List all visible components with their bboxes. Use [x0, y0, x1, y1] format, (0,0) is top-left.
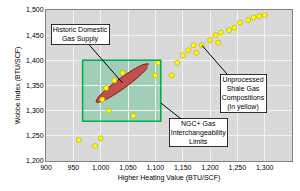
- svg-text:950: 950: [67, 164, 79, 171]
- svg-text:1,100: 1,100: [147, 164, 165, 171]
- svg-text:1,350: 1,350: [26, 82, 44, 89]
- svg-text:1,300: 1,300: [26, 107, 44, 114]
- svg-text:1,400: 1,400: [26, 57, 44, 64]
- svg-text:Wobbe Index (BTU/SCF): Wobbe Index (BTU/SCF): [14, 47, 22, 125]
- svg-text:1,050: 1,050: [119, 164, 137, 171]
- svg-text:1,150: 1,150: [174, 164, 192, 171]
- svg-text:1,200: 1,200: [26, 157, 44, 164]
- svg-text:NGC+ GasInterchangeabilityLimi: NGC+ GasInterchangeabilityLimits: [171, 120, 226, 145]
- svg-text:Historic DomesticGas Supply: Historic DomesticGas Supply: [53, 26, 108, 43]
- svg-text:1,250: 1,250: [229, 164, 247, 171]
- svg-text:1,250: 1,250: [26, 132, 44, 139]
- svg-text:1,300: 1,300: [256, 164, 274, 171]
- svg-text:1,200: 1,200: [201, 164, 219, 171]
- svg-text:UnprocessedShale GasCompositio: UnprocessedShale GasCompositions(in yell…: [222, 76, 265, 111]
- svg-text:Higher Heating Value (BTU/SCF): Higher Heating Value (BTU/SCF): [118, 174, 221, 182]
- svg-text:1,000: 1,000: [92, 164, 110, 171]
- svg-text:1,450: 1,450: [26, 32, 44, 39]
- svg-text:900: 900: [40, 164, 52, 171]
- svg-text:1,500: 1,500: [26, 6, 44, 13]
